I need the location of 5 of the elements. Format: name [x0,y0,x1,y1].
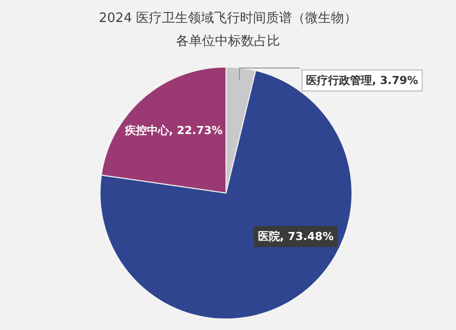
chart-subtitle: 各单位中标数占比 [176,34,280,49]
slice-label: 疾控中心, 22.73% [124,124,223,137]
chart-title: 2024 医疗卫生领域飞行时间质谱（微生物） [98,11,358,26]
slice-label: 医院, 73.48% [258,230,334,243]
slice-label: 医疗行政管理, 3.79% [306,74,418,87]
